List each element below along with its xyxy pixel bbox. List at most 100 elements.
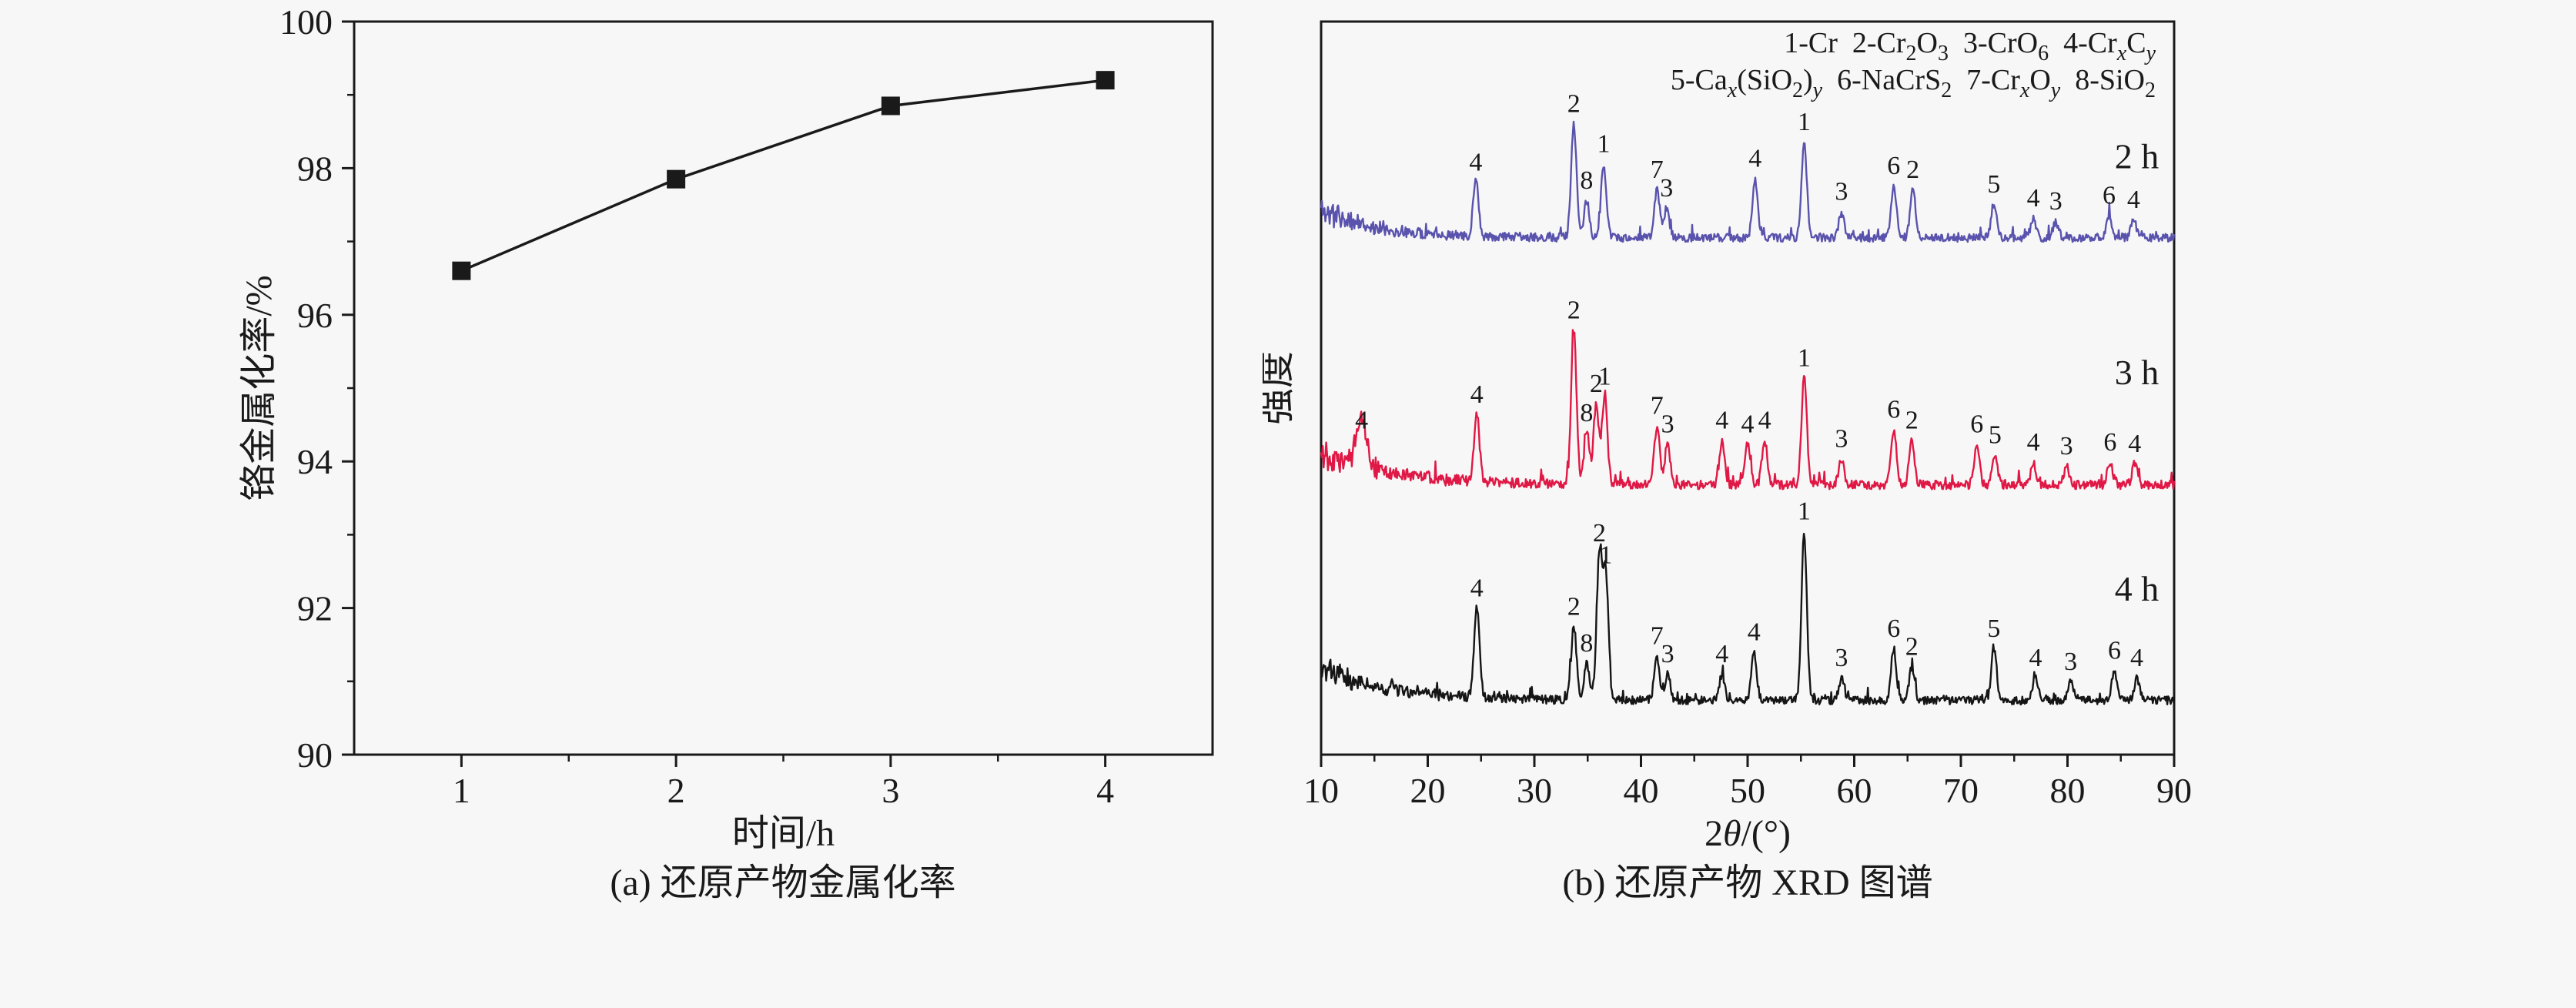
- x-tick-label: 90: [2156, 771, 2192, 810]
- xrd-legend-line-2: 5-Cax(SiO2)y 6-NaCrS2 7-CrxOy 8-SiO2: [1671, 64, 2156, 102]
- peak-label-4: 4: [2128, 430, 2141, 458]
- x-tick-label: 10: [1303, 771, 1339, 810]
- metallization-line-chart: 90 92 94 96 98 100 1 2 3 4 时间/h 铬金属化率/%: [239, 2, 1214, 854]
- y-tick-label: 96: [297, 296, 333, 335]
- y-tick-label: 94: [297, 442, 333, 481]
- peak-label-1: 1: [1798, 497, 1811, 526]
- peak-label-2: 2: [1567, 296, 1581, 325]
- x-tick-label: 3: [882, 771, 899, 810]
- peak-label-3: 3: [1835, 644, 1848, 672]
- y-axis-label: 强度: [1263, 351, 1297, 425]
- peak-label-3: 3: [1835, 424, 1848, 453]
- peak-label-8: 8: [1580, 629, 1593, 658]
- x-tick-label: 20: [1410, 771, 1446, 810]
- peak-label-3: 3: [1661, 410, 1674, 438]
- peak-label-3: 3: [2049, 187, 2062, 216]
- peak-label-6: 6: [1970, 410, 1983, 438]
- peak-label-2: 2: [1905, 633, 1919, 661]
- peak-label-4: 4: [1355, 407, 1368, 435]
- x-tick-label: 4: [1096, 771, 1114, 810]
- peak-label-1: 1: [1598, 362, 1611, 390]
- peak-label-2: 2: [1590, 370, 1603, 398]
- caption-a: (a) 还原产物金属化率: [610, 862, 956, 903]
- peak-label-4: 4: [2130, 644, 2143, 672]
- peak-label-4: 4: [2029, 644, 2042, 672]
- peak-label-6: 6: [2103, 181, 2116, 209]
- y-axis-label: 铬金属化率/%: [239, 275, 279, 501]
- panel-metallization: 90 92 94 96 98 100 1 2 3 4 时间/h 铬金属化率/% (a) 还原产物金属化…: [0, 0, 1263, 1008]
- xrd-curve: [1320, 120, 2176, 243]
- peak-label-5: 5: [1987, 615, 2000, 643]
- peak-label-4: 4: [2027, 184, 2040, 213]
- peak-label-6: 6: [2108, 636, 2121, 665]
- peak-label-6: 6: [1887, 395, 1900, 424]
- peak-label-4: 4: [1470, 380, 1484, 409]
- peak-label-5: 5: [1987, 170, 2000, 199]
- caption-b: (b) 还原产物 XRD 图谱: [1562, 862, 1933, 903]
- data-point-marker: [667, 169, 686, 189]
- data-point-marker: [1096, 71, 1115, 90]
- series-label-2h: 2 h: [2115, 136, 2159, 176]
- peak-label-7: 7: [1651, 621, 1664, 650]
- peak-label-5: 5: [1989, 421, 2002, 450]
- peak-label-8: 8: [1580, 399, 1593, 427]
- peak-label-4: 4: [2027, 428, 2040, 457]
- peak-label-7: 7: [1651, 156, 1664, 184]
- peak-label-6: 6: [1887, 615, 1900, 643]
- peak-label-6: 6: [2103, 428, 2116, 457]
- peak-label-3: 3: [2064, 648, 2077, 676]
- x-tick-label: 70: [1943, 771, 1979, 810]
- x-axis-label: 时间/h: [732, 813, 835, 854]
- peak-label-8: 8: [1580, 166, 1593, 195]
- panel-xrd: 10 20 30 40 50 60 70 80 90 2θ/(°) 强度 1-Cr 2-Cr2O3 3…: [1263, 0, 2576, 1008]
- series-label-3h: 3 h: [2115, 353, 2159, 392]
- peak-label-4: 4: [2127, 186, 2140, 214]
- peak-label-2: 2: [1906, 156, 1919, 184]
- y-tick-label: 92: [297, 589, 333, 628]
- peak-label-4: 4: [1758, 407, 1771, 435]
- y-tick-label: 90: [297, 735, 333, 775]
- x-tick-label: 40: [1624, 771, 1659, 810]
- peak-label-2: 2: [1567, 89, 1581, 118]
- x-tick-label: 60: [1837, 771, 1872, 810]
- x-axis-label: 2θ/(°): [1705, 813, 1791, 854]
- xrd-legend-line-1: 1-Cr 2-Cr2O3 3-CrO6 4-CrxCy: [1784, 27, 2156, 65]
- y-tick-label: 100: [279, 2, 333, 42]
- x-tick-label: 1: [453, 771, 470, 810]
- peak-label-3: 3: [1835, 178, 1848, 206]
- data-point-marker: [452, 261, 471, 280]
- peak-label-4: 4: [1748, 145, 1761, 173]
- peak-label-3: 3: [1661, 640, 1674, 668]
- x-tick-label: 50: [1730, 771, 1765, 810]
- peak-label-2: 2: [1905, 407, 1919, 435]
- peak-label-4: 4: [1715, 407, 1728, 435]
- peak-label-4: 4: [1469, 148, 1482, 176]
- peak-label-1: 1: [1798, 108, 1811, 136]
- peak-label-3: 3: [1660, 174, 1673, 203]
- plot-frame: [353, 20, 1214, 756]
- peak-label-1: 1: [1798, 344, 1811, 373]
- peak-label-3: 3: [2060, 432, 2073, 460]
- data-point-marker: [881, 96, 900, 116]
- data-line: [460, 79, 1106, 273]
- peak-label-6: 6: [1887, 152, 1900, 180]
- xrd-curve: [1320, 329, 2176, 491]
- x-tick-label: 80: [2050, 771, 2086, 810]
- peak-label-4: 4: [1715, 640, 1728, 668]
- peak-label-4: 4: [1470, 574, 1484, 603]
- peak-label-4: 4: [1741, 410, 1755, 438]
- peak-label-2: 2: [1593, 519, 1606, 548]
- y-tick-label: 98: [297, 149, 333, 188]
- peak-label-4: 4: [1748, 618, 1761, 647]
- peak-label-2: 2: [1567, 592, 1581, 621]
- peak-label-1: 1: [1597, 130, 1611, 159]
- series-label-4h: 4 h: [2115, 569, 2159, 608]
- x-tick-label: 2: [667, 771, 685, 810]
- peak-label-1: 1: [1599, 541, 1612, 570]
- xrd-curve: [1320, 532, 2176, 705]
- peak-label-7: 7: [1651, 392, 1664, 420]
